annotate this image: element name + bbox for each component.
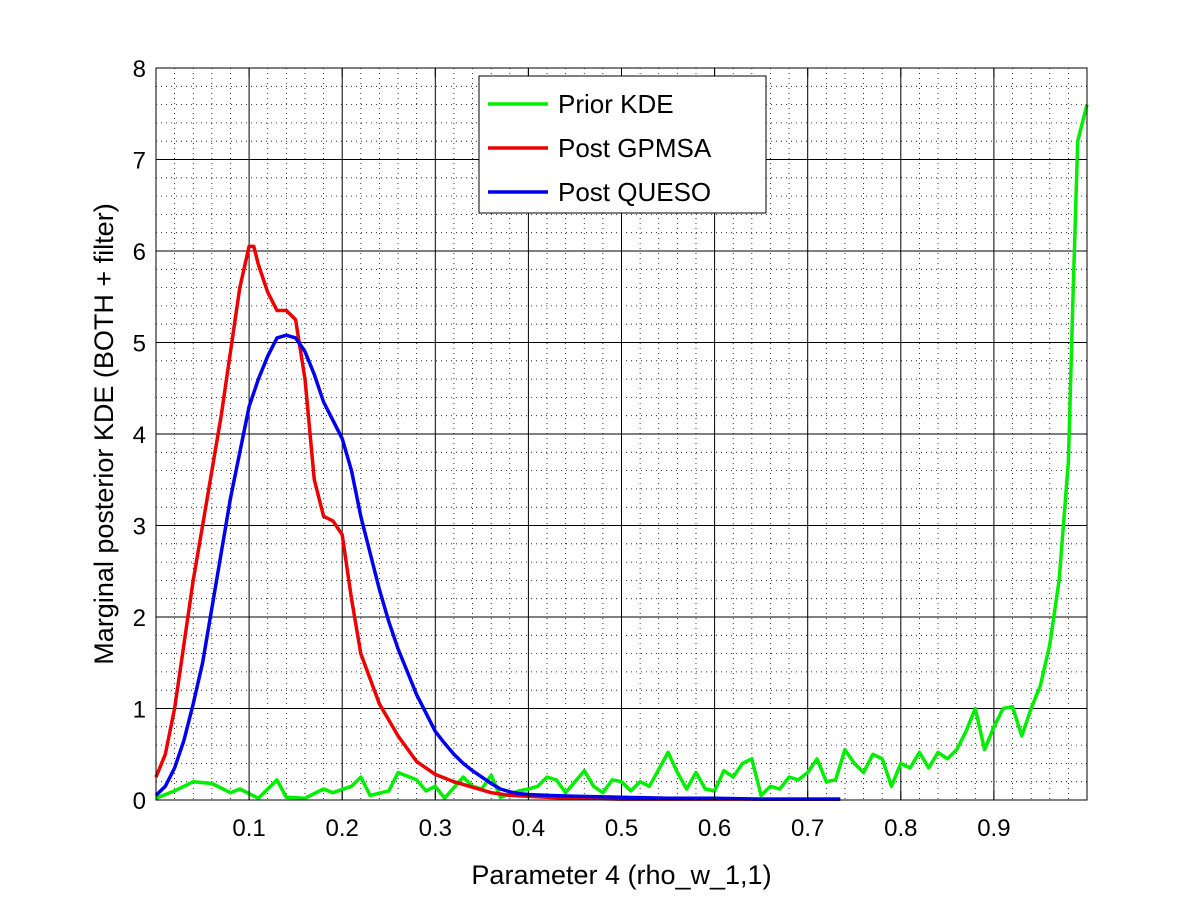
x-axis-title: Parameter 4 (rho_w_1,1)	[471, 860, 771, 890]
series-line-post-gpmsa	[154, 244, 841, 801]
legend: Prior KDE Post GPMSA Post QUESO	[478, 75, 767, 214]
x-tick-label: 0.8	[884, 815, 917, 842]
y-tick-label: 0	[133, 788, 146, 815]
y-tick-label: 1	[133, 697, 146, 724]
x-tick-labels: 0.1 0.2 0.3 0.4 0.5 0.6 0.7 0.8 0.9	[232, 815, 1010, 842]
y-tick-label: 5	[133, 331, 146, 358]
x-tick-label: 0.9	[977, 815, 1010, 842]
legend-label-post-queso: Post QUESO	[558, 177, 711, 207]
series-line-prior-kde	[155, 104, 1089, 800]
legend-box	[478, 75, 767, 214]
y-tick-label: 2	[133, 605, 146, 632]
x-tick-label: 0.4	[512, 815, 545, 842]
y-tick-label: 7	[133, 148, 146, 175]
x-tick-label: 0.3	[419, 815, 452, 842]
y-tick-label: 4	[133, 422, 146, 449]
legend-label-prior-kde: Prior KDE	[558, 89, 674, 119]
x-tick-label: 0.5	[605, 815, 638, 842]
y-axis-title: Marginal posterior KDE (BOTH + filter)	[89, 203, 119, 664]
y-tick-label: 3	[133, 514, 146, 541]
legend-label-post-gpmsa: Post GPMSA	[558, 133, 712, 163]
y-tick-label: 6	[133, 239, 146, 266]
y-tick-labels: 0 1 2 3 4 5 6 7 8	[133, 56, 146, 815]
x-tick-label: 0.6	[698, 815, 731, 842]
x-tick-label: 0.2	[326, 815, 359, 842]
y-tick-label: 8	[133, 56, 146, 83]
x-tick-label: 0.7	[791, 815, 824, 842]
x-tick-label: 0.1	[232, 815, 265, 842]
